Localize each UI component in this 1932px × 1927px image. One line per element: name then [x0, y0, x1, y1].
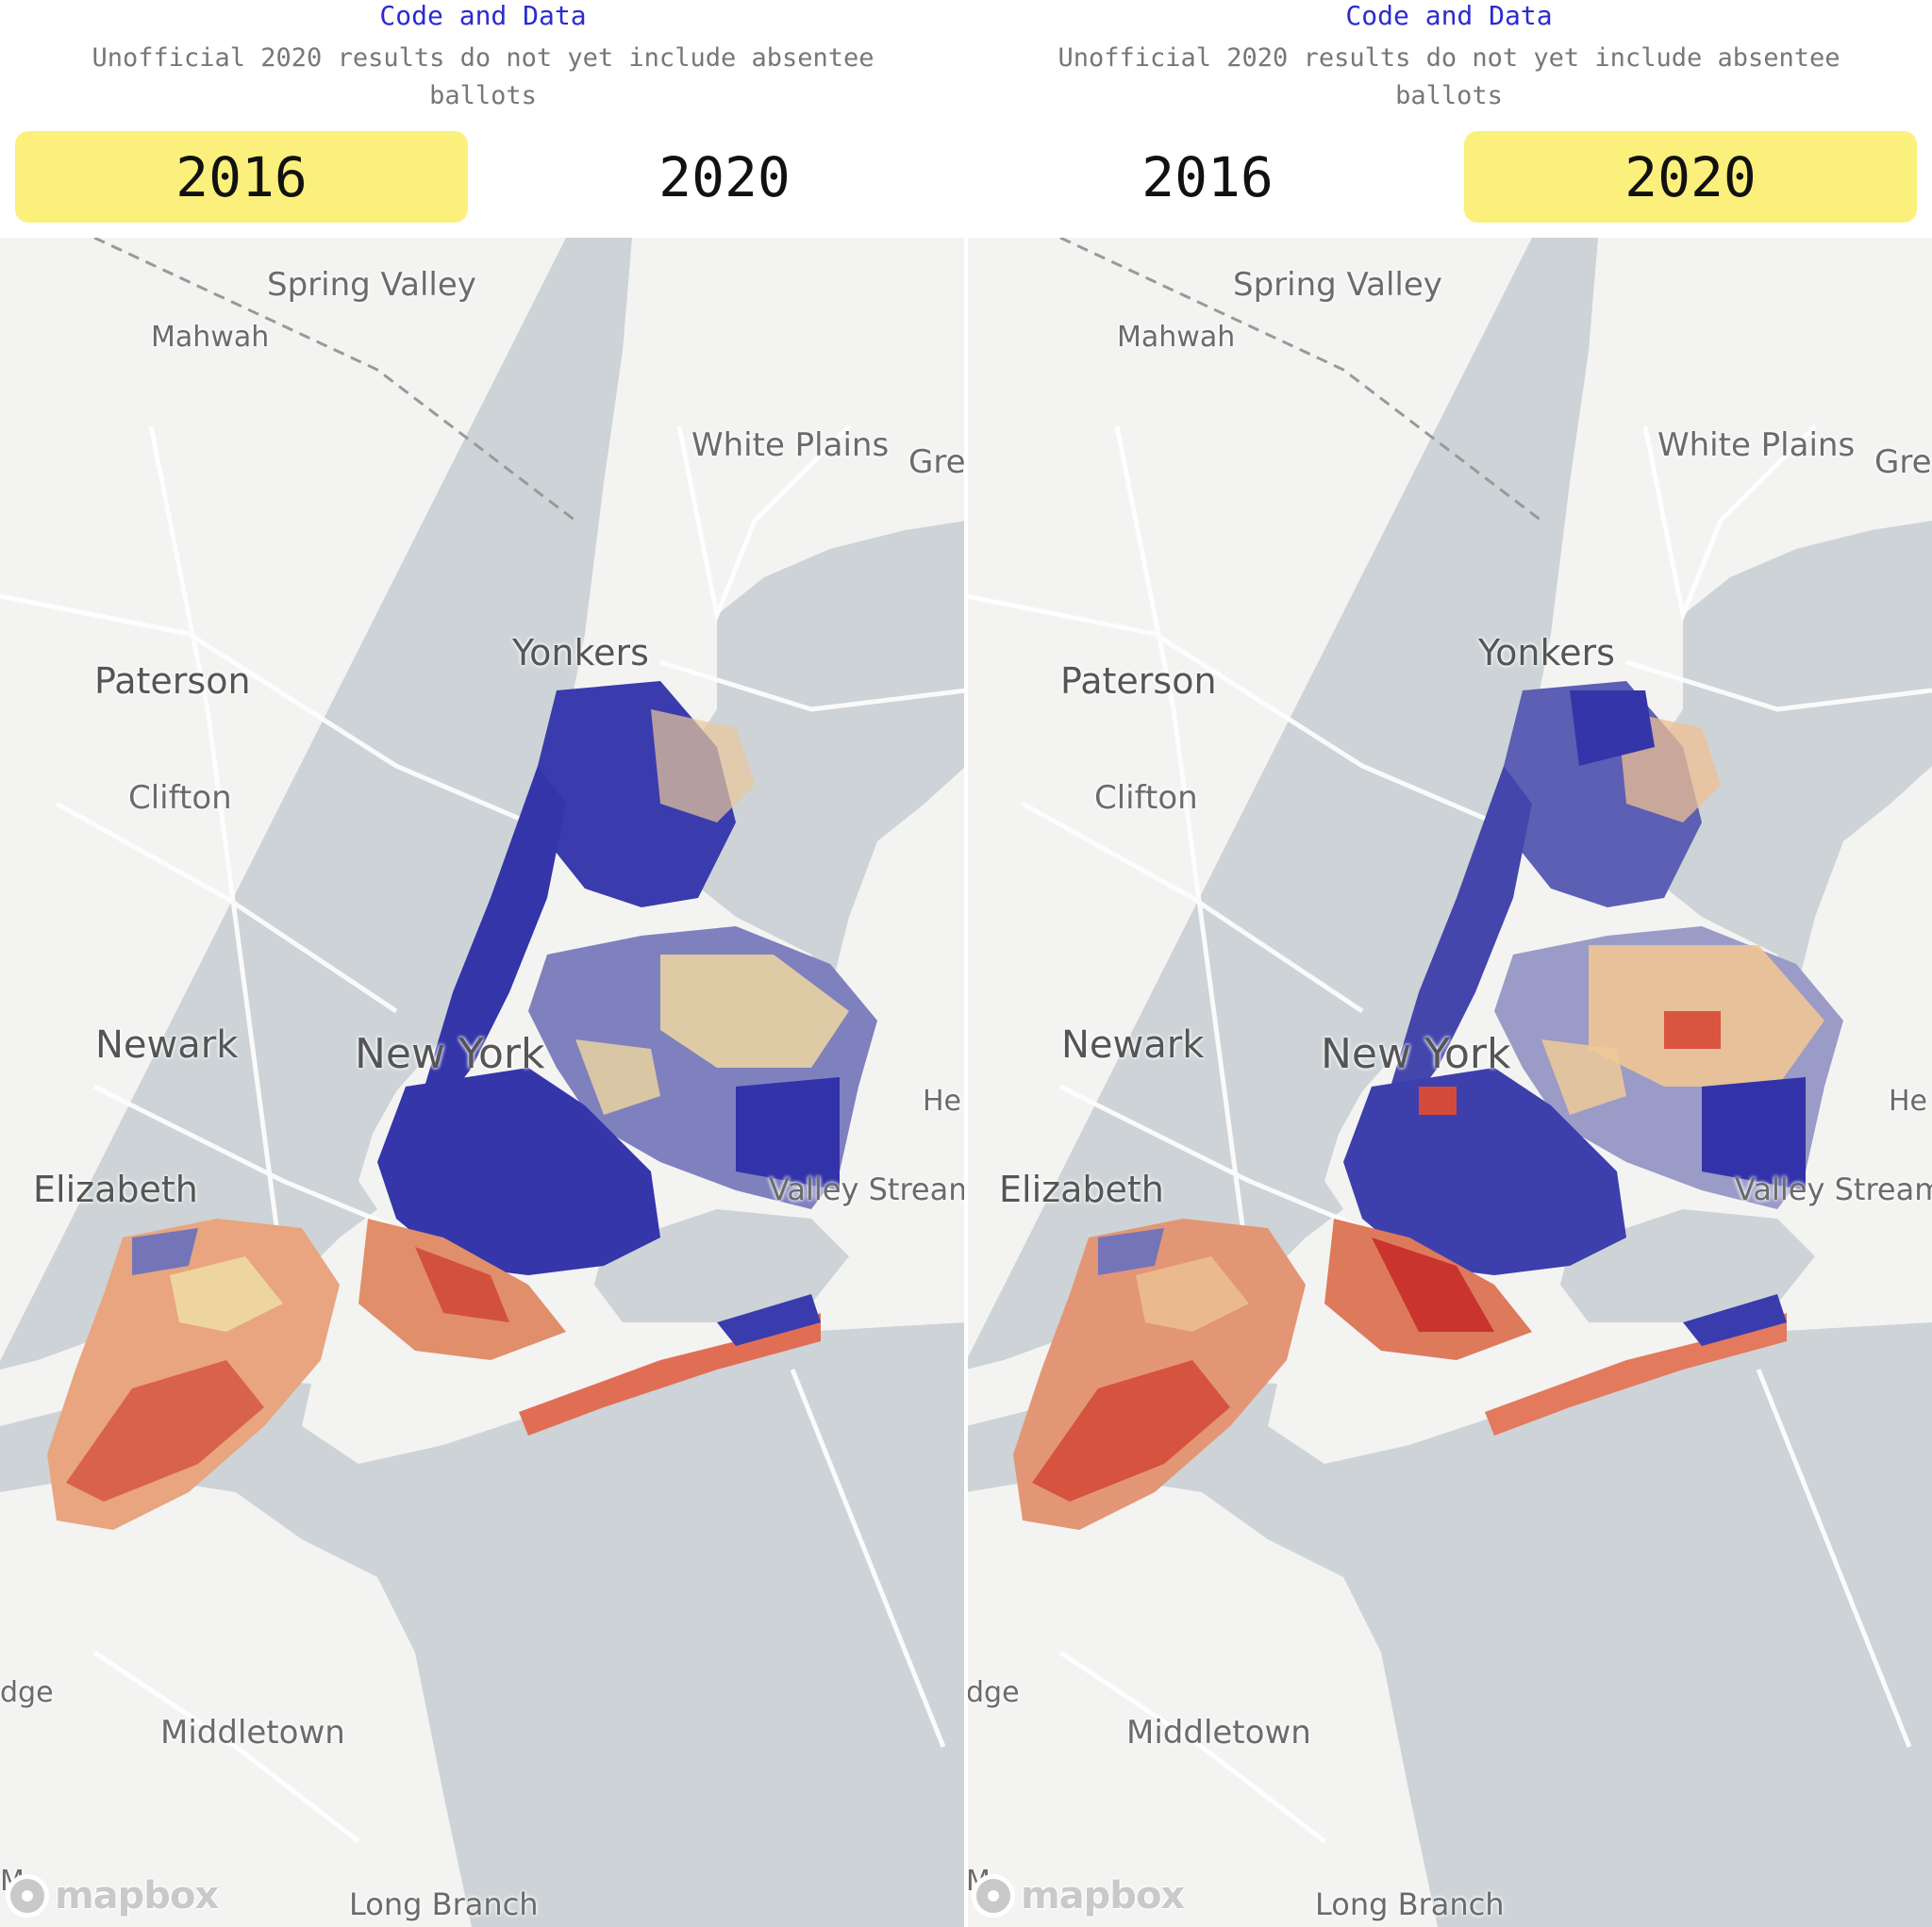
label-paterson: Paterson: [1060, 660, 1217, 702]
absentee-note: Unofficial 2020 results do not yet inclu…: [1058, 43, 1840, 110]
map-panel-2016: Code and Data Unofficial 2020 results do…: [0, 0, 966, 1927]
mapbox-wordmark: mapbox: [1021, 1874, 1185, 1918]
label-elizabeth: Elizabeth: [999, 1169, 1164, 1210]
manhattan: [1391, 766, 1532, 1105]
label-spring-valley: Spring Valley: [267, 266, 476, 304]
label-valley-stream: Valley Stream: [1735, 1171, 1932, 1207]
brooklyn: [377, 1068, 660, 1275]
label-long-branch: Long Branch: [1315, 1886, 1505, 1922]
map-panel-2020: Code and Data Unofficial 2020 results do…: [966, 0, 1932, 1927]
mapbox-wordmark: mapbox: [55, 1874, 219, 1918]
label-yonkers: Yonkers: [1478, 632, 1615, 673]
manhattan: [425, 766, 566, 1105]
label-he: He: [1889, 1085, 1928, 1118]
label-newark: Newark: [1061, 1023, 1205, 1067]
label-gre: Gre: [908, 443, 966, 481]
label-newark: Newark: [95, 1023, 239, 1067]
sound-water: [641, 521, 966, 992]
mapbox-icon: [6, 1874, 49, 1918]
sound-water: [1607, 521, 1932, 992]
mapbox-icon: [972, 1874, 1015, 1918]
map-canvas: [0, 238, 966, 1927]
panel-divider: [964, 0, 968, 1927]
label-clifton: Clifton: [1094, 779, 1198, 817]
label-mahwah: Mahwah: [151, 321, 270, 354]
mapbox-logo[interactable]: mapbox: [6, 1871, 219, 1920]
mapbox-logo[interactable]: mapbox: [972, 1871, 1185, 1920]
label-elizabeth: Elizabeth: [33, 1169, 198, 1210]
label-long-branch: Long Branch: [349, 1886, 539, 1922]
state-border: [93, 238, 576, 523]
label-new-york: New York: [355, 1030, 545, 1078]
election-map[interactable]: Spring Valley Mahwah White Plains Gre Yo…: [0, 238, 966, 1927]
code-and-data-link[interactable]: Code and Data: [1345, 0, 1553, 31]
label-clifton: Clifton: [128, 779, 232, 817]
absentee-note: Unofficial 2020 results do not yet inclu…: [92, 43, 874, 110]
year-button-2016[interactable]: 2016: [15, 131, 468, 223]
label-white-plains: White Plains: [1657, 426, 1856, 464]
label-he: He: [923, 1085, 962, 1118]
label-spring-valley: Spring Valley: [1233, 266, 1442, 304]
label-white-plains: White Plains: [691, 426, 890, 464]
water-body: [0, 238, 966, 1927]
year-button-2016[interactable]: 2016: [1141, 144, 1274, 209]
year-button-2020[interactable]: 2020: [658, 144, 791, 209]
election-map[interactable]: Spring Valley Mahwah White Plains Gre Yo…: [966, 238, 1932, 1927]
label-paterson: Paterson: [94, 660, 251, 702]
rockaway: [519, 1313, 821, 1436]
label-dge: dge: [0, 1676, 54, 1709]
label-middletown: Middletown: [1126, 1714, 1311, 1752]
label-dge: dge: [966, 1676, 1020, 1709]
state-border: [1059, 238, 1542, 523]
roads: [966, 424, 1932, 1843]
label-new-york: New York: [1321, 1030, 1511, 1078]
roads: [0, 424, 966, 1843]
code-and-data-link[interactable]: Code and Data: [379, 0, 587, 31]
label-middletown: Middletown: [160, 1714, 345, 1752]
year-button-2020[interactable]: 2020: [1464, 131, 1917, 223]
label-valley-stream: Valley Stream: [769, 1171, 966, 1207]
brooklyn: [1343, 1068, 1626, 1275]
map-canvas: [966, 238, 1932, 1927]
rockaway: [1485, 1313, 1787, 1436]
label-mahwah: Mahwah: [1117, 321, 1236, 354]
water-body: [966, 238, 1932, 1927]
label-gre: Gre: [1874, 443, 1932, 481]
label-yonkers: Yonkers: [512, 632, 649, 673]
